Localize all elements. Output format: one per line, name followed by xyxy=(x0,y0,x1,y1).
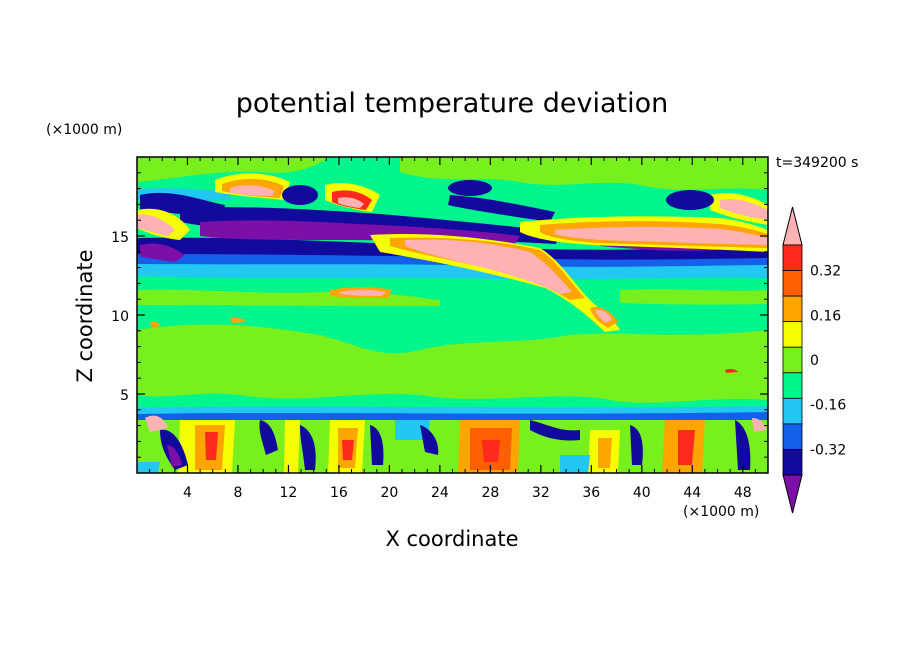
mixed-layer xyxy=(137,415,768,473)
x-tick-label: 32 xyxy=(532,485,550,501)
x-tick-label: 12 xyxy=(280,485,298,501)
colorbar-tick-label: 0 xyxy=(810,353,819,369)
x-axis: 4 8 12 16 20 24 28 32 36 40 44 48 xyxy=(149,157,756,501)
time-label: t=349200 s xyxy=(776,155,858,171)
colorbar-segment xyxy=(782,449,803,476)
x-tick-label: 44 xyxy=(683,485,701,501)
y-axis: 5 10 15 xyxy=(111,172,768,458)
colorbar-segment xyxy=(782,423,803,450)
colorbar-tick-label: 0.16 xyxy=(810,308,841,324)
upper-spots xyxy=(282,180,714,210)
x-tick-label: 20 xyxy=(380,485,398,501)
colorbar-tick-label: -0.16 xyxy=(810,398,846,414)
colorbar-segment xyxy=(782,295,803,323)
y-tick-label: 15 xyxy=(111,230,129,246)
y-tick-label: 10 xyxy=(111,309,129,325)
colorbar-segment xyxy=(782,397,803,425)
x-tick-label: 36 xyxy=(582,485,600,501)
colorbar-segment xyxy=(782,346,803,374)
x-tick-label: 24 xyxy=(431,485,449,501)
x-axis-unit: (×1000 m) xyxy=(683,504,759,520)
colorbar-extend-low xyxy=(782,474,803,514)
x-tick-label: 8 xyxy=(233,485,242,501)
colorbar-segment xyxy=(782,244,803,271)
x-tick-label: 48 xyxy=(734,485,752,501)
y-axis-label: Z coordinate xyxy=(73,249,97,382)
green-patches xyxy=(137,157,768,403)
colorbar-segment xyxy=(782,270,803,297)
x-tick-label: 40 xyxy=(633,485,651,501)
colorbar-segment xyxy=(782,321,803,348)
colorbar-tick-label: -0.32 xyxy=(810,442,846,458)
warm-features xyxy=(137,173,768,373)
x-tick-label: 28 xyxy=(481,485,499,501)
x-axis-label: X coordinate xyxy=(385,527,518,551)
chart-title: potential temperature deviation xyxy=(236,88,668,119)
colorbar-extend-high xyxy=(782,206,803,246)
x-tick-label: 4 xyxy=(183,485,192,501)
x-tick-label: 16 xyxy=(330,485,348,501)
y-axis-unit: (×1000 m) xyxy=(46,122,122,138)
colorbar-tick-label: 0.32 xyxy=(810,264,841,280)
plot-area xyxy=(137,157,768,473)
colorbar: 0.32 0.16 0 -0.16 -0.32 xyxy=(782,206,846,514)
y-tick-label: 5 xyxy=(120,388,129,404)
colorbar-segment xyxy=(782,372,803,399)
